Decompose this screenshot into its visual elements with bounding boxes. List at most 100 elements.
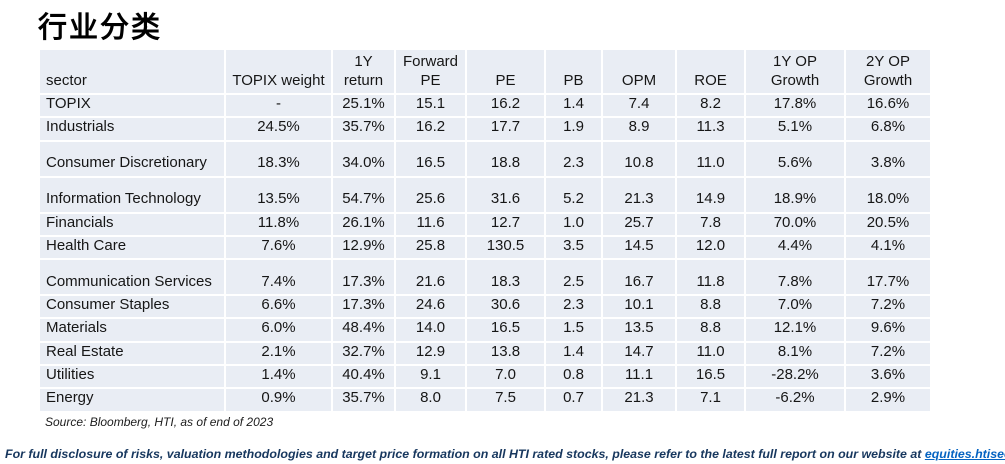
col-header-pb: PB bbox=[545, 50, 603, 95]
value-cell: 11.0 bbox=[676, 341, 746, 367]
value-cell: 18.3 bbox=[466, 259, 546, 297]
value-cell: 17.3% bbox=[332, 259, 396, 297]
value-cell: 21.6 bbox=[395, 259, 467, 297]
value-cell: 130.5 bbox=[466, 235, 546, 261]
value-cell: 6.8% bbox=[845, 117, 930, 142]
value-cell: 0.9% bbox=[225, 388, 333, 411]
value-cell: 17.7% bbox=[845, 259, 930, 297]
value-cell: 13.8 bbox=[466, 341, 546, 367]
table-row: Financials 11.8% 26.1% 11.6 12.7 1.0 25.7 7.8 70… bbox=[40, 212, 930, 237]
value-cell: 16.2 bbox=[466, 94, 546, 119]
value-cell: 1.4 bbox=[545, 341, 603, 367]
sector-cell: Real Estate bbox=[40, 341, 226, 367]
value-cell: 11.1 bbox=[602, 365, 677, 390]
value-cell: 16.5 bbox=[395, 140, 467, 178]
value-cell: 13.5% bbox=[225, 176, 333, 214]
value-cell: 26.1% bbox=[332, 212, 396, 237]
sector-valuation-table: sector TOPIX weight 1Y return Forward PE… bbox=[40, 50, 930, 411]
value-cell: 4.4% bbox=[745, 235, 846, 261]
table-row: Materials 6.0% 48.4% 14.0 16.5 1.5 13.5 8.8 12.1… bbox=[40, 318, 930, 343]
value-cell: 0.7 bbox=[545, 388, 603, 411]
sector-cell: Health Care bbox=[40, 235, 226, 261]
value-cell: 12.9 bbox=[395, 341, 467, 367]
value-cell: 12.9% bbox=[332, 235, 396, 261]
value-cell: 14.0 bbox=[395, 318, 467, 343]
value-cell: 17.7 bbox=[466, 117, 546, 142]
value-cell: 8.9 bbox=[602, 117, 677, 142]
disclaimer-text: For full disclosure of risks, valuation … bbox=[5, 447, 925, 461]
value-cell: 16.2 bbox=[395, 117, 467, 142]
value-cell: 16.5 bbox=[676, 365, 746, 390]
source-note: Source: Bloomberg, HTI, as of end of 202… bbox=[45, 414, 274, 429]
value-cell: 11.0 bbox=[676, 140, 746, 178]
value-cell: 2.3 bbox=[545, 295, 603, 320]
value-cell: 8.8 bbox=[676, 295, 746, 320]
col-header-1y-return: 1Y return bbox=[332, 50, 396, 95]
page-title: 行业分类 bbox=[38, 10, 163, 44]
value-cell: 7.8 bbox=[676, 212, 746, 237]
value-cell: 7.4% bbox=[225, 259, 333, 297]
value-cell: 4.1% bbox=[845, 235, 930, 261]
value-cell: 8.1% bbox=[745, 341, 846, 367]
value-cell: 7.8% bbox=[745, 259, 846, 297]
sector-cell: Financials bbox=[40, 212, 226, 237]
value-cell: 35.7% bbox=[332, 388, 396, 411]
col-header-sector: sector bbox=[40, 50, 226, 95]
value-cell: 2.3 bbox=[545, 140, 603, 178]
col-header-pe: PE bbox=[466, 50, 546, 95]
disclaimer-website-link[interactable]: equities.htisec.com bbox=[924, 447, 1005, 461]
col-header-opm: OPM bbox=[602, 50, 677, 95]
value-cell: 17.8% bbox=[745, 94, 846, 119]
value-cell: 70.0% bbox=[745, 212, 846, 237]
sector-cell: Energy bbox=[40, 388, 226, 411]
sector-cell: Consumer Discretionary bbox=[40, 140, 226, 178]
value-cell: 1.4% bbox=[225, 365, 333, 390]
value-cell: 15.1 bbox=[395, 94, 467, 119]
sector-cell: Materials bbox=[40, 318, 226, 343]
value-cell: 3.8% bbox=[845, 140, 930, 178]
value-cell: 7.6% bbox=[225, 235, 333, 261]
table-row: Utilities 1.4% 40.4% 9.1 7.0 0.8 11.1 16.5 -28.2… bbox=[40, 365, 930, 390]
value-cell: - bbox=[225, 94, 333, 119]
value-cell: 7.2% bbox=[845, 295, 930, 320]
value-cell: 2.1% bbox=[225, 341, 333, 367]
table-row: Health Care 7.6% 12.9% 25.8 130.5 3.5 14.5 12.0… bbox=[40, 235, 930, 261]
value-cell: 10.1 bbox=[602, 295, 677, 320]
value-cell: 24.5% bbox=[225, 117, 333, 142]
value-cell: 12.7 bbox=[466, 212, 546, 237]
value-cell: 16.7 bbox=[602, 259, 677, 297]
value-cell: 11.8 bbox=[676, 259, 746, 297]
value-cell: 5.2 bbox=[545, 176, 603, 214]
value-cell: 18.8 bbox=[466, 140, 546, 178]
value-cell: 13.5 bbox=[602, 318, 677, 343]
value-cell: 7.0 bbox=[466, 365, 546, 390]
table-row: TOPIX -25.1% 15.1 16.2 1.4 7.4 8.2 17.8% 16.6% bbox=[40, 94, 930, 119]
value-cell: 5.1% bbox=[745, 117, 846, 142]
col-header-forward-pe: Forward PE bbox=[395, 50, 467, 95]
value-cell: 40.4% bbox=[332, 365, 396, 390]
sector-cell: Industrials bbox=[40, 117, 226, 142]
value-cell: 7.0% bbox=[745, 295, 846, 320]
value-cell: 7.5 bbox=[466, 388, 546, 411]
value-cell: 8.8 bbox=[676, 318, 746, 343]
value-cell: 48.4% bbox=[332, 318, 396, 343]
value-cell: 1.9 bbox=[545, 117, 603, 142]
value-cell: 6.6% bbox=[225, 295, 333, 320]
value-cell: 30.6 bbox=[466, 295, 546, 320]
value-cell: 2.5 bbox=[545, 259, 603, 297]
value-cell: 35.7% bbox=[332, 117, 396, 142]
value-cell: 14.9 bbox=[676, 176, 746, 214]
value-cell: 10.8 bbox=[602, 140, 677, 178]
value-cell: 8.2 bbox=[676, 94, 746, 119]
value-cell: 6.0% bbox=[225, 318, 333, 343]
value-cell: 5.6% bbox=[745, 140, 846, 178]
value-cell: 25.1% bbox=[332, 94, 396, 119]
value-cell: 11.8% bbox=[225, 212, 333, 237]
value-cell: 25.7 bbox=[602, 212, 677, 237]
value-cell: -6.2% bbox=[745, 388, 846, 411]
value-cell: 31.6 bbox=[466, 176, 546, 214]
value-cell: 1.0 bbox=[545, 212, 603, 237]
table-row: Communication Services 7.4% 17.3% 21.6 18.3 2… bbox=[40, 259, 930, 297]
table-header: sector TOPIX weight 1Y return Forward PE… bbox=[40, 50, 930, 95]
value-cell: 12.0 bbox=[676, 235, 746, 261]
